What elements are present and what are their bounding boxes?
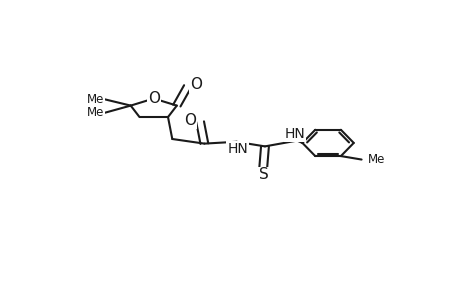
Text: O: O	[189, 77, 201, 92]
Text: Me: Me	[367, 153, 385, 166]
Text: HN: HN	[284, 127, 305, 141]
Text: Me: Me	[86, 106, 104, 119]
Text: Me: Me	[86, 93, 104, 106]
Text: O: O	[147, 91, 159, 106]
Text: S: S	[258, 167, 268, 182]
Text: HN: HN	[227, 142, 247, 156]
Text: O: O	[184, 113, 196, 128]
